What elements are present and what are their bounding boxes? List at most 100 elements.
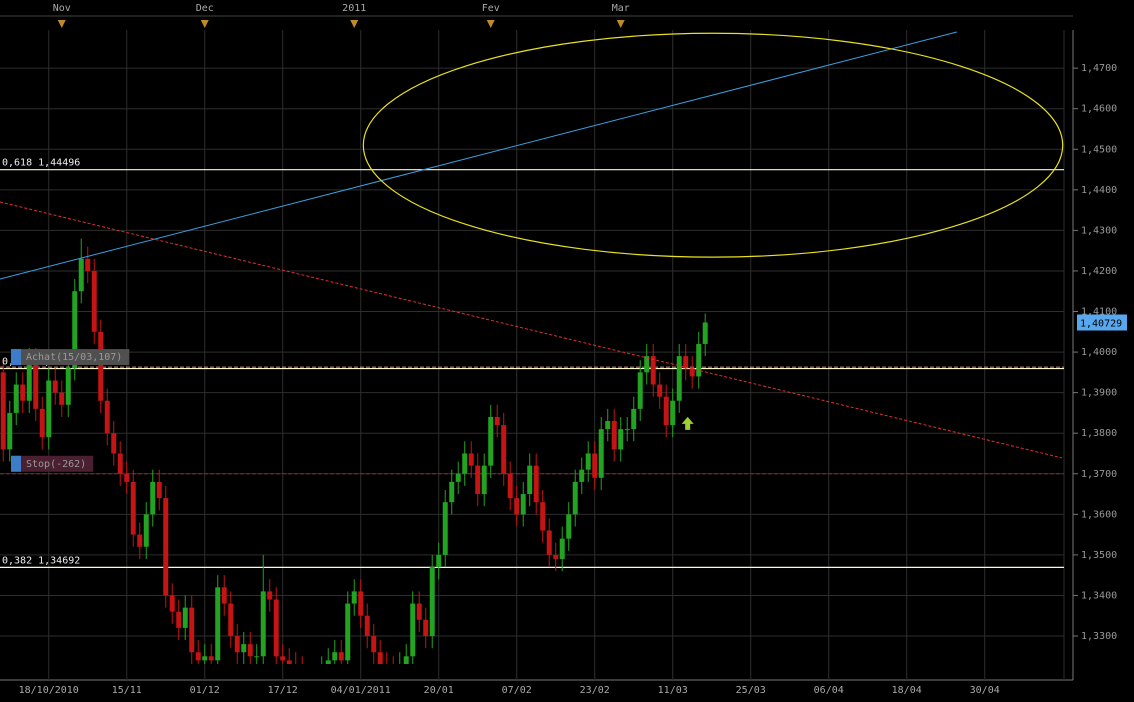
candle-body: [182, 607, 188, 628]
top-tick-marker: [200, 20, 209, 28]
y-tick-label: 1,3500: [1081, 550, 1117, 561]
candle-body: [501, 425, 507, 474]
candle-body: [195, 652, 201, 661]
candle-body: [228, 603, 234, 637]
candle-body: [85, 258, 91, 271]
candle-body: [624, 429, 630, 431]
x-tick-label: 30/04: [970, 685, 1000, 696]
candle-body: [566, 514, 572, 539]
y-tick-label: 1,4400: [1081, 185, 1117, 196]
candle-body: [208, 656, 214, 661]
x-tick-label: 18/10/2010: [19, 685, 79, 696]
candle-body: [117, 453, 123, 474]
candle-body: [338, 652, 344, 661]
candle-body: [332, 652, 338, 661]
top-tick-marker: [350, 20, 359, 28]
candle-body: [462, 453, 468, 474]
candle-body: [520, 494, 526, 515]
candle-body: [176, 611, 182, 628]
candle-body: [59, 392, 65, 405]
candle-body: [449, 481, 455, 503]
x-tick-label: 15/11: [112, 685, 142, 696]
candle-body: [410, 603, 416, 657]
candle-body: [455, 473, 461, 482]
candle-body: [533, 465, 539, 503]
candle-body: [592, 453, 598, 478]
candle-body: [507, 473, 513, 499]
y-tick-label: 1,4500: [1081, 144, 1117, 155]
order-tag-label: Stop(-262): [26, 459, 86, 470]
x-tick-label: 23/02: [580, 685, 610, 696]
candle-body: [254, 656, 260, 658]
candle-body: [631, 408, 637, 430]
candle-body: [52, 380, 58, 393]
candle-body: [364, 615, 370, 637]
order-tag: Achat(15/03,107): [11, 349, 130, 366]
candle-body: [280, 656, 286, 661]
candle-body: [416, 603, 422, 620]
top-tick-label: Dec: [196, 3, 214, 14]
candle-body: [527, 465, 533, 495]
candle-body: [657, 384, 663, 397]
order-tag-icon: [11, 455, 21, 472]
candle-body: [65, 368, 71, 405]
x-tick-label: 06/04: [814, 685, 844, 696]
last-price-box: [1077, 314, 1127, 331]
candle-body: [325, 660, 331, 664]
candle-body: [124, 473, 130, 482]
candle-body: [585, 453, 591, 470]
grid: [0, 30, 1078, 680]
candle-body: [377, 652, 383, 664]
candle-body: [0, 372, 6, 450]
candle-body: [637, 372, 643, 409]
candle-body: [546, 530, 552, 555]
top-tick-marker: [616, 20, 625, 28]
candle-body: [488, 416, 494, 466]
x-tick-label: 01/12: [190, 685, 220, 696]
plot-area: [0, 31, 1064, 664]
candle-body: [676, 356, 682, 401]
candle-body: [696, 343, 702, 377]
candle-body: [475, 465, 481, 495]
x-tick-label: 11/03: [658, 685, 688, 696]
candle-body: [39, 408, 45, 438]
candle-body: [618, 429, 624, 450]
top-tick-label: Nov: [53, 3, 71, 14]
overlay: 1,3300 1,3400 1,3500 1,3600 1,3700 1,3800 1,39…: [2, 3, 1127, 696]
candle-body: [559, 538, 565, 559]
candle-body: [13, 384, 19, 413]
y-tick-label: 1,3900: [1081, 388, 1117, 399]
candle-body: [72, 291, 78, 369]
candle-body: [514, 498, 520, 515]
candle-body: [442, 502, 448, 555]
order-tag: Stop(-262): [11, 455, 94, 472]
signal-arrow: [681, 416, 694, 430]
candle-body: [241, 644, 247, 653]
y-tick-label: 1,4100: [1081, 307, 1117, 318]
candle-body: [130, 481, 136, 535]
candle-body: [156, 481, 162, 499]
candle-body: [33, 360, 39, 409]
top-tick-marker: [57, 20, 66, 28]
candle-body: [611, 421, 617, 450]
last-price-label: 1,40729: [1080, 318, 1122, 329]
trendline: [0, 31, 957, 280]
candle-body: [429, 567, 435, 637]
x-tick-label: 17/12: [268, 685, 298, 696]
top-tick-label: 2011: [342, 3, 366, 14]
candle-body: [46, 380, 52, 438]
x-tick-label: 18/04: [892, 685, 922, 696]
order-tag-label: Achat(15/03,107): [26, 352, 122, 363]
fib-level-label: 0,382 1,34692: [2, 555, 80, 566]
candle-body: [26, 360, 32, 401]
x-tick-label: 07/02: [502, 685, 532, 696]
candle-body: [104, 400, 110, 434]
candle-body: [670, 400, 676, 426]
candle-body: [481, 465, 487, 495]
candle-body: [267, 591, 273, 600]
x-tick-label: 20/01: [424, 685, 454, 696]
candle-body: [20, 384, 26, 401]
